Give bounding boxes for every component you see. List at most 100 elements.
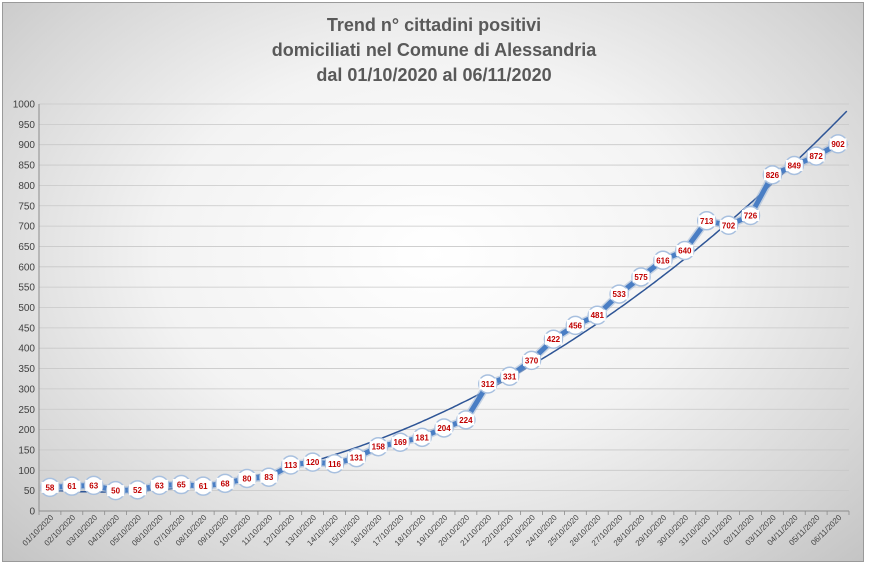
- y-tick-label: 550: [18, 283, 35, 294]
- data-label: 726: [744, 212, 758, 221]
- gridlines: [39, 103, 849, 512]
- y-tick-label: 500: [18, 303, 35, 314]
- data-label: 872: [809, 152, 823, 161]
- data-label: 422: [547, 335, 561, 344]
- y-tick-label: 600: [18, 262, 35, 273]
- data-label: 63: [89, 481, 98, 490]
- y-tick-label: 250: [18, 405, 35, 416]
- chart-title-line-1: Trend n° cittadini positivi: [326, 15, 542, 35]
- data-label: 50: [111, 487, 120, 496]
- data-label-box: [391, 436, 409, 448]
- data-label: 533: [612, 290, 626, 299]
- data-label-box: [698, 215, 716, 227]
- data-label: 116: [328, 460, 341, 469]
- data-label-box: [676, 245, 694, 257]
- data-label-box: [304, 456, 322, 468]
- y-tick-label: 750: [18, 201, 35, 212]
- data-label-box: [544, 333, 562, 345]
- data-label-box: [107, 485, 125, 497]
- data-label: 312: [481, 380, 495, 389]
- data-label: 120: [306, 458, 320, 467]
- data-label-box: [610, 288, 628, 300]
- plot-area: 0 50 100 150 200 250 300 350 400 450 500 550 600 650 7…: [13, 100, 850, 548]
- data-label-box: [654, 254, 672, 266]
- data-label-box: [413, 431, 431, 443]
- y-tick-label: 900: [18, 140, 35, 151]
- data-label: 61: [199, 482, 208, 491]
- data-label: 575: [634, 273, 648, 282]
- chart-title-line-3: dal 01/10/2020 al 06/11/2020: [316, 65, 552, 85]
- data-label: 65: [177, 481, 186, 490]
- data-label: 902: [831, 140, 845, 149]
- y-tick-label: 350: [18, 364, 35, 375]
- y-tick-label: 650: [18, 242, 35, 253]
- data-label-box: [435, 422, 453, 434]
- data-label-box: [807, 150, 825, 162]
- data-label: 224: [459, 416, 473, 425]
- y-tick-label: 50: [24, 486, 36, 497]
- chart-frame: Trend n° cittadini positivi domiciliati …: [2, 2, 864, 562]
- data-label: 370: [525, 356, 539, 365]
- y-tick-label: 300: [18, 384, 35, 395]
- data-label: 481: [591, 311, 605, 320]
- data-label: 52: [133, 486, 142, 495]
- data-label-box: [347, 452, 365, 464]
- data-label-box: [763, 169, 781, 181]
- y-tick-label: 950: [18, 120, 35, 131]
- data-label: 616: [656, 256, 670, 265]
- data-label-box: [194, 480, 212, 492]
- data-label: 68: [221, 479, 230, 488]
- chart-title: Trend n° cittadini positivi domiciliati …: [3, 13, 865, 88]
- data-label: 83: [264, 473, 273, 482]
- data-label: 181: [415, 433, 429, 442]
- data-label-box: [501, 370, 519, 382]
- data-label: 80: [243, 474, 252, 483]
- data-label-box: [785, 159, 803, 171]
- y-tick-label: 0: [29, 507, 35, 518]
- data-label-box: [457, 414, 475, 426]
- data-label: 640: [678, 247, 692, 256]
- data-label-box: [720, 219, 738, 231]
- data-label: 58: [45, 483, 54, 492]
- data-label-box: [238, 472, 256, 484]
- data-label-box: [632, 271, 650, 283]
- data-label-box: [369, 441, 387, 453]
- data-label: 131: [350, 454, 364, 463]
- data-label-box: [588, 309, 606, 321]
- data-label: 61: [67, 482, 76, 491]
- data-label-box: [172, 479, 190, 491]
- y-tick-label: 850: [18, 161, 35, 172]
- data-label-box: [85, 479, 103, 491]
- data-label-box: [216, 477, 234, 489]
- data-label-box: [566, 319, 584, 331]
- data-label-box: [479, 378, 497, 390]
- y-tick-label: 450: [18, 323, 35, 334]
- y-tick-label: 200: [18, 425, 35, 436]
- data-label: 826: [766, 171, 780, 180]
- chart-title-line-2: domiciliati nel Comune di Alessandria: [271, 40, 597, 60]
- data-label-box: [326, 458, 344, 470]
- data-label-box: [150, 479, 168, 491]
- y-tick-label: 400: [18, 344, 35, 355]
- data-label: 331: [503, 372, 517, 381]
- data-label: 713: [700, 217, 714, 226]
- series-line: [49, 140, 841, 495]
- data-label: 169: [394, 438, 408, 447]
- data-label: 158: [372, 443, 386, 452]
- y-tick-label: 800: [18, 181, 35, 192]
- series-path: [49, 141, 840, 494]
- data-label: 702: [722, 221, 736, 230]
- data-label: 456: [569, 321, 583, 330]
- series-shadow: [49, 140, 841, 495]
- data-label-box: [741, 210, 759, 222]
- data-label: 849: [788, 161, 802, 170]
- data-label-box: [523, 354, 541, 366]
- data-label-box: [282, 459, 300, 471]
- data-labels: 58 61 63 50 52 63 65 61 68 80 83 113 120 116 131 158 169…: [40, 134, 848, 501]
- data-label-box: [129, 484, 147, 496]
- data-label-box: [829, 138, 847, 150]
- data-label-box: [63, 480, 81, 492]
- y-tick-label: 100: [18, 466, 35, 477]
- y-tick-label: 700: [18, 222, 35, 233]
- data-label: 204: [437, 424, 451, 433]
